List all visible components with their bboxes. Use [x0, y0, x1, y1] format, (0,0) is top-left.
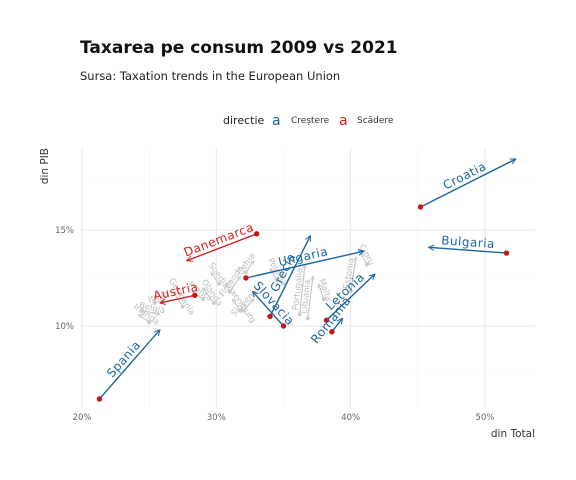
arrow-croatia	[420, 158, 516, 208]
bg-arrow	[232, 299, 241, 311]
point-ungaria	[243, 275, 249, 281]
arrow-romania	[331, 318, 343, 333]
legend-label-scadere: Scădere	[357, 116, 394, 126]
arrow-ungaria	[245, 251, 364, 279]
bg-arrow	[138, 314, 150, 323]
bg-point	[147, 320, 152, 325]
legend: directie a Creștere a Scădere	[223, 113, 394, 129]
point-grecia	[267, 313, 273, 320]
highlighted-arrows	[98, 158, 516, 400]
point-spania	[96, 396, 103, 402]
arrow-slovacia	[253, 291, 285, 327]
point-croatia	[417, 204, 424, 210]
bg-country-label: Portugalia	[291, 267, 305, 311]
x-tick-label: 40%	[341, 413, 360, 423]
point-bulgaria	[503, 250, 510, 256]
bg-point	[140, 308, 145, 313]
x-axis-title: din Total	[491, 428, 535, 440]
y-axis-title: din PIB	[39, 148, 51, 184]
point-austria	[192, 292, 198, 298]
bg-point	[321, 297, 326, 302]
arrow-danemarca	[187, 233, 257, 261]
bg-point	[152, 300, 157, 305]
point-slovacia	[280, 323, 287, 329]
x-tick-label: 20%	[73, 413, 92, 423]
arrow-grecia	[269, 236, 311, 317]
arrow-letonia	[326, 274, 374, 321]
bg-point	[348, 289, 353, 294]
bg-arrow	[269, 268, 278, 281]
legend-key-scadere: a	[339, 113, 348, 129]
bg-point	[364, 262, 369, 267]
bg-point	[211, 300, 216, 305]
y-tick-label: 10%	[55, 322, 74, 332]
point-letonia	[323, 317, 330, 323]
bg-point	[297, 312, 302, 317]
bg-arrow	[142, 310, 159, 315]
bg-point	[274, 277, 279, 282]
label-danemarca: Danemarca	[182, 220, 256, 259]
bg-point	[217, 281, 222, 286]
bg-arrow	[245, 261, 255, 273]
bg-arrow	[350, 257, 356, 292]
point-danemarca	[253, 231, 260, 237]
bg-arrow	[318, 284, 325, 300]
y-tick-label: 15%	[55, 226, 74, 236]
legend-key-crestere: a	[272, 113, 281, 129]
bg-arrow	[307, 276, 313, 319]
legend-label-crestere: Creștere	[291, 116, 330, 126]
label-bulgaria: Bulgaria	[441, 233, 496, 251]
bg-point	[305, 316, 310, 321]
arrow-austria	[160, 294, 195, 303]
x-tick-label: 30%	[207, 413, 226, 423]
bg-point	[200, 297, 205, 302]
bg-arrow	[299, 265, 305, 315]
bg-point	[241, 308, 246, 313]
point-romania	[329, 329, 335, 335]
grid	[80, 148, 535, 408]
chart-title: Taxarea pe consum 2009 vs 2021	[80, 38, 398, 58]
data-points	[96, 204, 510, 402]
legend-title: directie	[223, 114, 265, 127]
bg-point	[227, 289, 232, 294]
bg-country-label: Lituania	[299, 279, 313, 314]
tick-labels: 20% 30% 40% 50% 10% 15%	[55, 226, 494, 423]
chart-subtitle: Sursa: Taxation trends in the European U…	[80, 69, 340, 83]
bg-point	[180, 304, 185, 309]
x-tick-label: 50%	[476, 413, 495, 423]
bg-arrow	[242, 299, 254, 312]
bg-point	[243, 270, 248, 275]
bg-country-label: Cipru	[357, 243, 376, 268]
arrow-spania	[98, 330, 159, 400]
bg-arrow	[210, 272, 220, 285]
bg-country-label: Estonia	[342, 257, 357, 289]
bg-arrow	[229, 276, 241, 292]
bg-arrow	[202, 288, 215, 304]
arrow-bulgaria	[429, 247, 507, 254]
